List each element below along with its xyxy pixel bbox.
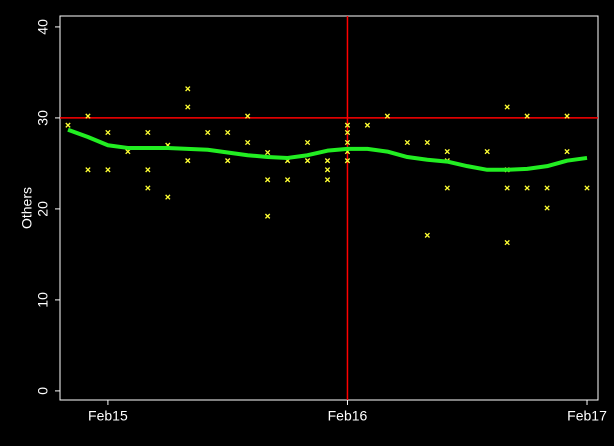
scatter-point bbox=[145, 185, 151, 191]
scatter-point bbox=[504, 104, 510, 110]
scatter-point bbox=[125, 148, 131, 155]
scatter-point bbox=[284, 177, 291, 183]
scatter-point bbox=[484, 148, 490, 155]
y-axis-label: Others bbox=[19, 187, 35, 229]
scatter-point bbox=[424, 139, 430, 146]
scatter-point bbox=[584, 185, 590, 191]
plot-frame bbox=[59, 15, 599, 401]
scatter-point bbox=[344, 129, 351, 136]
scatter-point bbox=[344, 139, 351, 146]
scatter-point bbox=[404, 139, 411, 146]
scatter-point bbox=[85, 113, 91, 119]
scatter-point bbox=[304, 139, 311, 146]
scatter-point bbox=[564, 113, 570, 119]
scatter-point bbox=[304, 158, 311, 164]
scatter-point bbox=[544, 205, 550, 211]
scatter-point bbox=[185, 104, 191, 110]
scatter-point bbox=[165, 194, 171, 200]
scatter-point bbox=[344, 122, 351, 128]
scatter-point bbox=[444, 148, 450, 155]
x-tick-label: Feb17 bbox=[567, 408, 607, 424]
scatter-point bbox=[264, 213, 271, 219]
smooth-line bbox=[67, 127, 588, 172]
scatter-point bbox=[185, 158, 191, 164]
scatter-point bbox=[145, 167, 151, 173]
scatter-point bbox=[364, 122, 371, 128]
scatter-point bbox=[504, 185, 510, 191]
scatter-point bbox=[524, 185, 530, 191]
y-tick-label: 40 bbox=[35, 19, 51, 35]
x-tick-label: Feb16 bbox=[328, 408, 368, 424]
scatter-point bbox=[85, 167, 91, 173]
scatter-point bbox=[244, 139, 251, 146]
y-tick-label: 20 bbox=[35, 201, 51, 217]
y-tick-label: 10 bbox=[35, 292, 51, 308]
scatter-point bbox=[105, 129, 111, 136]
scatter-point bbox=[145, 129, 151, 136]
scatter-point bbox=[264, 149, 271, 156]
y-tick-label: 0 bbox=[35, 387, 51, 395]
y-tick-label: 30 bbox=[35, 110, 51, 126]
scatter-point bbox=[324, 177, 331, 183]
scatter-point bbox=[444, 185, 450, 191]
scatter-point bbox=[205, 129, 211, 136]
scatter-point bbox=[264, 177, 271, 183]
scatter-point bbox=[544, 185, 550, 191]
scatter-point bbox=[185, 86, 191, 92]
scatter-point bbox=[225, 129, 231, 136]
scatter-point bbox=[384, 113, 391, 119]
scatter-point bbox=[524, 113, 530, 119]
scatter-point bbox=[424, 232, 430, 238]
scatter-point bbox=[105, 167, 111, 173]
scatter-point bbox=[65, 122, 71, 128]
scatter-point bbox=[564, 148, 570, 155]
scatter-point bbox=[344, 158, 351, 164]
scatter-point bbox=[324, 167, 331, 173]
scatter-point bbox=[225, 158, 231, 164]
x-tick-label: Feb15 bbox=[88, 408, 128, 424]
scatter-point bbox=[504, 239, 510, 246]
scatter-point bbox=[324, 158, 331, 164]
scatter-point bbox=[244, 113, 251, 119]
